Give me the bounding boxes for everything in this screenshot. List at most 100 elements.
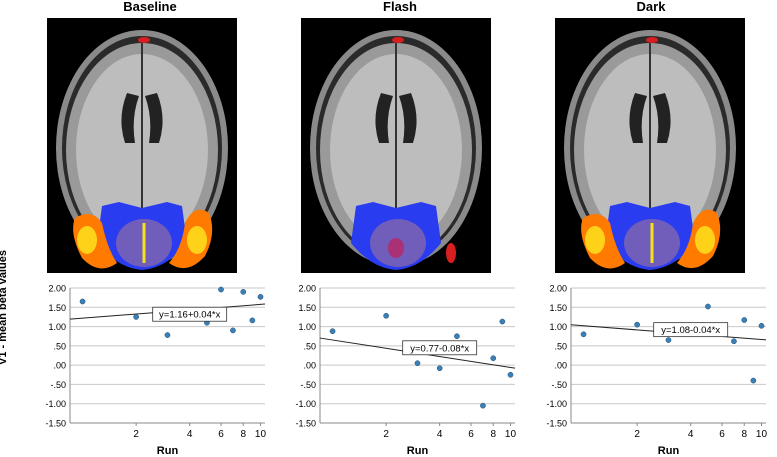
y-tick-label: .00 bbox=[53, 361, 66, 371]
brain-scan-image bbox=[301, 18, 491, 273]
y-tick-label: -1.50 bbox=[546, 419, 567, 429]
data-point bbox=[257, 294, 264, 300]
data-point bbox=[634, 321, 640, 328]
activation-peak-right bbox=[187, 226, 207, 254]
activation-frontal bbox=[646, 37, 658, 43]
data-point bbox=[499, 318, 506, 325]
x-tick-label: 8 bbox=[240, 429, 246, 440]
activation-frontal bbox=[138, 37, 150, 43]
y-tick-label: .00 bbox=[303, 361, 316, 371]
equation-label: y=0.77-0.08*x bbox=[402, 340, 478, 356]
data-point bbox=[383, 312, 389, 319]
x-tick-label: 10 bbox=[505, 429, 517, 440]
y-tick-label: -.50 bbox=[50, 380, 66, 390]
ventricle-right bbox=[399, 93, 417, 143]
data-point bbox=[133, 314, 139, 320]
activation-peak-left bbox=[585, 226, 605, 254]
activation-peak-right bbox=[695, 226, 715, 254]
data-point bbox=[79, 298, 86, 305]
brain-scan-image bbox=[47, 18, 237, 273]
data-point bbox=[230, 327, 236, 334]
equation-text: y=1.16+0.04*x bbox=[159, 310, 221, 321]
ventricle-right bbox=[653, 93, 671, 143]
x-axis-title: Run bbox=[658, 445, 680, 457]
scatter-plot: 2.00 1.50 1.00 .50 .00 -.50 -1.00 -1.50 2 4 6 8 10 y=… bbox=[45, 284, 267, 457]
panel-title: Flash bbox=[383, 0, 417, 14]
y-tick-label: 1.00 bbox=[549, 322, 567, 332]
y-tick-label: -.50 bbox=[300, 380, 316, 390]
x-tick-label: 2 bbox=[634, 429, 640, 440]
panel-title: Baseline bbox=[123, 0, 177, 14]
activation-center bbox=[388, 238, 404, 258]
panel-title: Dark bbox=[636, 0, 666, 14]
equation-box bbox=[152, 306, 228, 322]
x-tick-label: 10 bbox=[255, 429, 267, 440]
x-tick-label: 6 bbox=[719, 429, 725, 440]
x-tick-label: 6 bbox=[468, 429, 474, 440]
data-point bbox=[414, 360, 421, 367]
x-tick-label: 8 bbox=[741, 429, 747, 440]
data-point bbox=[249, 317, 256, 324]
x-axis-title: Run bbox=[407, 445, 429, 457]
ventricle-left bbox=[629, 93, 647, 143]
brain-scan-image bbox=[555, 18, 745, 273]
data-point bbox=[454, 333, 460, 340]
y-tick-label: -1.00 bbox=[546, 399, 567, 409]
y-tick-label: 2.00 bbox=[549, 284, 567, 294]
y-axis-label: V1 - mean beta values bbox=[0, 250, 9, 365]
data-point bbox=[490, 355, 497, 362]
y-tick-label: 1.00 bbox=[298, 322, 316, 332]
panel-flash: Flash 2.00 1.50 1.00 .50 .00 -.50 -1.00 -1.50 2 4… bbox=[275, 0, 525, 457]
ventricle-left bbox=[121, 93, 139, 143]
data-point bbox=[329, 328, 336, 335]
data-point bbox=[731, 338, 737, 345]
data-point bbox=[436, 365, 443, 372]
data-point bbox=[758, 322, 765, 329]
y-tick-label: 1.00 bbox=[48, 322, 66, 332]
x-tick-label: 4 bbox=[187, 429, 193, 440]
x-tick-label: 4 bbox=[688, 429, 694, 440]
equation-text: y=1.08-0.04*x bbox=[661, 325, 720, 336]
data-point bbox=[507, 371, 514, 378]
y-tick-label: -1.00 bbox=[45, 399, 66, 409]
y-tick-label: .00 bbox=[554, 361, 567, 371]
x-tick-label: 4 bbox=[437, 429, 443, 440]
panel-dark: Dark 2.00 1.50 1.00 .50 .00 -.50 -1.00 -1.50 2 4 6… bbox=[526, 0, 776, 457]
x-tick-label: 10 bbox=[756, 429, 768, 440]
x-tick-label: 8 bbox=[490, 429, 496, 440]
y-tick-label: 1.50 bbox=[549, 303, 567, 313]
data-point bbox=[480, 402, 486, 409]
data-point bbox=[580, 331, 587, 338]
equation-label: y=1.16+0.04*x bbox=[152, 306, 228, 322]
y-tick-label: .50 bbox=[53, 341, 66, 351]
data-point bbox=[665, 337, 672, 343]
activation-frontal bbox=[392, 37, 404, 43]
y-tick-label: 2.00 bbox=[298, 284, 316, 294]
y-tick-label: -1.50 bbox=[295, 419, 316, 429]
y-tick-label: -1.50 bbox=[45, 419, 66, 429]
y-tick-label: 1.50 bbox=[298, 303, 316, 313]
activation-peak-left bbox=[77, 226, 97, 254]
scatter-plot: 2.00 1.50 1.00 .50 .00 -.50 -1.00 -1.50 2 4 6 8 10 y=… bbox=[546, 284, 768, 457]
ventricle-right bbox=[145, 93, 163, 143]
data-point bbox=[741, 317, 748, 323]
equation-box bbox=[653, 322, 729, 338]
y-tick-label: .50 bbox=[303, 341, 316, 351]
y-tick-label: 2.00 bbox=[48, 284, 66, 294]
equation-label: y=1.08-0.04*x bbox=[653, 322, 729, 338]
y-tick-label: .50 bbox=[554, 341, 567, 351]
x-tick-label: 6 bbox=[218, 429, 224, 440]
y-tick-label: -1.00 bbox=[295, 399, 316, 409]
data-point bbox=[750, 377, 757, 384]
y-tick-label: 1.50 bbox=[48, 303, 66, 313]
data-point bbox=[705, 303, 711, 310]
data-point bbox=[240, 289, 247, 295]
panel-baseline: Baseline 2.00 1.50 1.00 .50 .00 -.50 -1.00 -1.5… bbox=[25, 0, 275, 457]
activation-spot bbox=[446, 243, 456, 263]
equation-text: y=0.77-0.08*x bbox=[410, 343, 469, 354]
y-tick-label: -.50 bbox=[551, 380, 567, 390]
x-tick-label: 2 bbox=[383, 429, 389, 440]
equation-box bbox=[402, 340, 478, 356]
data-point bbox=[218, 286, 224, 293]
scatter-plot: 2.00 1.50 1.00 .50 .00 -.50 -1.00 -1.50 2 4 6 8 10 y=… bbox=[295, 284, 517, 457]
